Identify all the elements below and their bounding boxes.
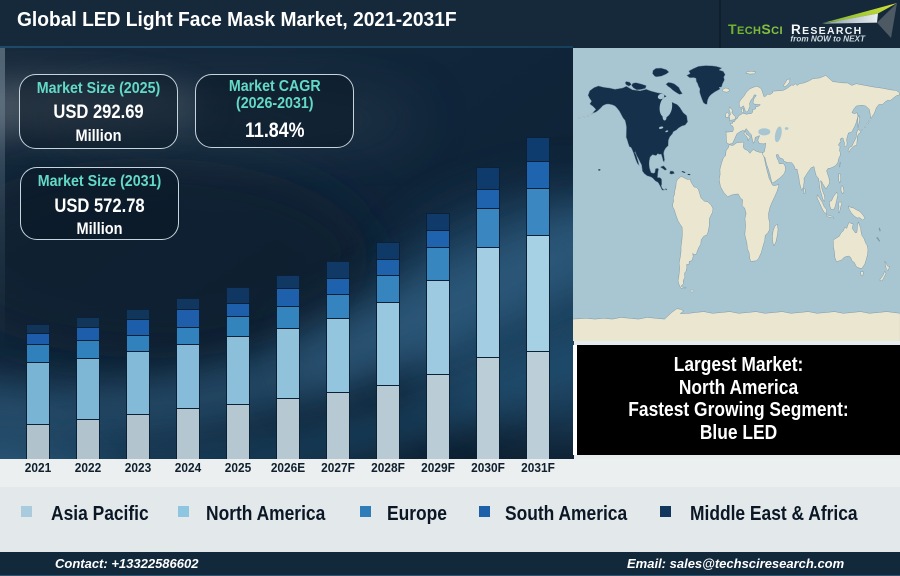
svg-text:RESEARCH: RESEARCH	[791, 22, 863, 37]
svg-text:TECHSCI: TECHSCI	[728, 21, 783, 37]
svg-text:from NOW to NEXT: from NOW to NEXT	[790, 35, 866, 44]
